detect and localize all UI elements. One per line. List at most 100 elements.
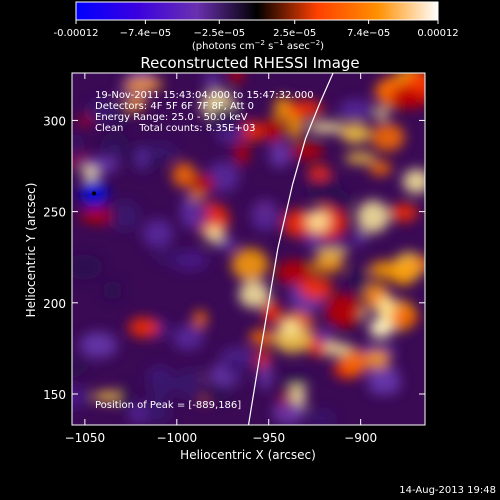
annotation-energy: Energy Range: 25.0 - 50.0 keV xyxy=(95,112,248,123)
heatmap-cool-blob xyxy=(142,398,171,424)
heatmap-hot-blob xyxy=(79,208,120,224)
heatmap-hot-blob xyxy=(365,349,390,369)
heatmap-cool-blob xyxy=(72,358,90,377)
heatmap-cool-blob xyxy=(280,373,311,387)
heatmap-hot-blob xyxy=(83,165,99,182)
heatmap-cool-blob xyxy=(148,367,175,399)
heatmap-hot-blob xyxy=(307,165,331,181)
heatmap-hot-blob xyxy=(305,209,331,233)
annotation-time: 19-Nov-2011 15:43:04.000 to 15:47:32.000 xyxy=(95,90,314,101)
heatmap-hot-blob xyxy=(273,96,293,121)
heatmap-hot-blob xyxy=(356,200,390,233)
footer-timestamp: 14-Aug-2013 19:48 xyxy=(399,485,496,496)
heatmap-area xyxy=(72,73,425,425)
heatmap-hot-blob xyxy=(238,280,270,309)
heatmap-hot-blob xyxy=(193,310,208,328)
heatmap-cool-blob xyxy=(143,143,178,160)
heatmap-cool-blob xyxy=(215,238,238,251)
colorbar-tick-label: −7.4e−05 xyxy=(120,28,172,39)
heatmap-hot-blob xyxy=(389,203,418,222)
colorbar-tick-label: −2.5e−05 xyxy=(194,28,246,39)
heatmap-hot-blob xyxy=(128,317,159,338)
heatmap-hot-blob xyxy=(324,293,363,328)
heatmap-cool-blob xyxy=(72,254,104,281)
heatmap-hot-blob xyxy=(306,121,346,134)
heatmap-cool-blob xyxy=(194,385,234,401)
heatmap-hot-blob xyxy=(190,173,215,194)
colorbar-units: (photons cm−2 s−1 asec−2) xyxy=(192,39,324,52)
heatmap-hot-blob xyxy=(370,123,405,152)
heatmap-cool-blob xyxy=(152,252,187,263)
minimum-marker xyxy=(92,191,97,196)
heatmap-cool-blob xyxy=(269,141,291,168)
colorbar-ticks: -0.00012 −7.4e−05 −2.5e−05 2.5e−05 7.4e−05 0.… xyxy=(54,20,459,39)
y-tick-label: 300 xyxy=(43,114,66,128)
heatmap-hot-blob xyxy=(262,117,285,143)
heatmap-cool-blob xyxy=(79,331,118,359)
heatmap-cool-blob xyxy=(87,99,119,123)
heatmap-hot-blob xyxy=(171,162,197,188)
heatmap-hot-blob xyxy=(231,248,269,281)
y-axis-label: Heliocentric Y (arcsec) xyxy=(24,183,38,318)
x-tick-label: −1000 xyxy=(157,431,198,445)
solar-limb-curve xyxy=(247,73,334,425)
heatmap-cool-blob xyxy=(258,361,273,390)
heatmap-hot-blob xyxy=(310,258,345,273)
heatmap-cool-blob xyxy=(305,174,342,201)
x-tick-label: −950 xyxy=(252,431,285,445)
x-tick-label: −1050 xyxy=(65,431,106,445)
heatmap-hot-blob xyxy=(290,142,324,160)
heatmap-hot-blob xyxy=(344,152,377,164)
heatmap-hot-blob xyxy=(273,324,312,354)
heatmap-hot-blob xyxy=(340,349,369,375)
heatmap-hot-blob xyxy=(402,168,425,194)
colorbar-tick-label: -0.00012 xyxy=(54,28,99,39)
heatmap-cool-blob xyxy=(307,410,336,425)
heatmap-cool-blob xyxy=(316,328,334,346)
heatmap-blobs xyxy=(72,73,425,425)
annotation-clean: Clean Total counts: 8.35E+03 xyxy=(95,123,255,134)
heatmap-cool-blob xyxy=(129,404,146,425)
y-tick-label: 150 xyxy=(43,388,66,402)
colorbar-tick-label: 0.00012 xyxy=(417,28,458,39)
colorbar-tick-label: 7.4e−05 xyxy=(347,28,390,39)
heatmap-cool-blob xyxy=(203,73,221,89)
heatmap-cool-blob xyxy=(109,200,141,231)
annotation-detectors: Detectors: 4F 5F 6F 7F 8F, Att 0 xyxy=(95,101,254,112)
colorbar-tick-label: 2.5e−05 xyxy=(273,28,316,39)
heatmap-cool-blob xyxy=(72,385,89,409)
heatmap-cool-blob xyxy=(180,202,209,230)
heatmap-cool-blob xyxy=(135,146,149,170)
heatmap-cool-blob xyxy=(72,134,81,167)
heatmap-hot-blob xyxy=(287,99,323,118)
x-tick-label: −900 xyxy=(344,431,377,445)
heatmap-hot-blob xyxy=(340,123,371,144)
heatmap-hot-blob xyxy=(299,276,333,301)
chart-title: Reconstructed RHESSI Image xyxy=(140,54,359,72)
y-tick-label: 200 xyxy=(43,297,66,311)
plot-frame xyxy=(71,72,426,426)
heatmap-cool-blob xyxy=(272,400,305,425)
heatmap-cool-blob xyxy=(347,267,370,295)
heatmap-cool-blob xyxy=(142,219,174,248)
heatmap-cool-blob xyxy=(172,325,204,351)
heatmap-hot-blob xyxy=(282,317,299,337)
heatmap-hot-blob xyxy=(389,260,418,286)
peak-position-label: Position of Peak = [-889,186] xyxy=(95,400,241,411)
heatmap-hot-blob xyxy=(276,259,313,286)
heatmap-peak-blob xyxy=(368,319,393,338)
heatmap-cool-blob xyxy=(207,161,240,193)
heatmap-hot-blob xyxy=(77,115,93,126)
x-axis-label: Heliocentric X (arcsec) xyxy=(180,448,316,462)
heatmap-hot-blob xyxy=(234,140,250,166)
heatmap-cool-blob xyxy=(353,229,367,246)
heatmap-cool-blob xyxy=(223,353,247,379)
heatmap-hot-blob xyxy=(242,121,265,142)
heatmap-cool-blob xyxy=(104,143,124,159)
heatmap-cool-blob xyxy=(251,199,279,231)
heatmap-cool-blob xyxy=(116,386,135,412)
heatmap-hot-blob xyxy=(248,329,275,346)
heatmap-hot-blob xyxy=(204,225,225,243)
heatmap-hot-blob xyxy=(376,295,396,322)
heatmap-cool-blob xyxy=(315,237,352,254)
